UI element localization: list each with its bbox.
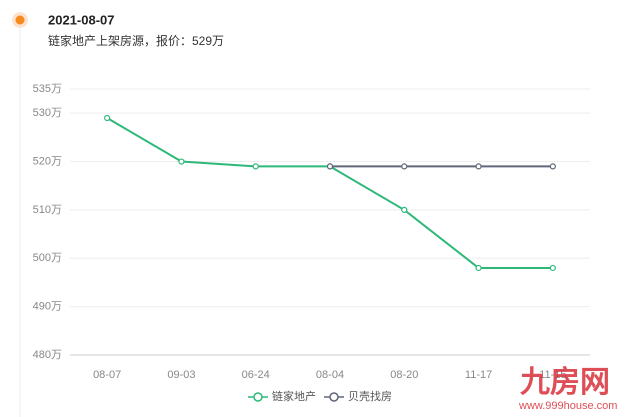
legend-marker: [253, 392, 263, 402]
y-tick-label: 500万: [33, 252, 62, 264]
legend-label: 链家地产: [272, 389, 316, 403]
x-tick-label: 08-04: [316, 369, 344, 381]
y-tick-label: 520万: [33, 155, 62, 167]
y-tick-label: 480万: [33, 349, 62, 361]
point: [401, 163, 408, 170]
x-tick-label: 08-20: [390, 369, 418, 381]
point: [401, 206, 408, 214]
watermark-brand: 九房网: [520, 366, 610, 399]
y-tick-label: 510万: [33, 204, 62, 216]
timeline-dot: [15, 15, 25, 25]
point: [549, 264, 556, 272]
point: [104, 114, 111, 122]
date: 2021-08-07: [48, 12, 115, 27]
x-tick-label: 08-07: [93, 369, 121, 381]
x-tick-label: 11-15: [539, 369, 566, 381]
x-tick-label: 09-03: [167, 369, 195, 381]
point: [549, 163, 556, 170]
x-tick-label: 06-24: [242, 369, 270, 381]
legend-marker: [329, 392, 339, 402]
y-tick-label: 530万: [33, 107, 62, 119]
description: 链家地产上架房源，报价：529万: [48, 33, 224, 48]
legend-label: 贝壳找房: [348, 389, 392, 403]
series-line: [106, 117, 553, 269]
y-tick-label: 490万: [33, 301, 62, 313]
x-tick-label: 11-17: [465, 369, 492, 381]
y-tick-label: 535万: [33, 83, 62, 95]
point: [252, 163, 259, 170]
point: [326, 163, 334, 170]
watermark-url: www.999house.com: [518, 400, 617, 412]
point: [178, 158, 185, 165]
point: [475, 264, 482, 272]
point: [475, 163, 482, 170]
